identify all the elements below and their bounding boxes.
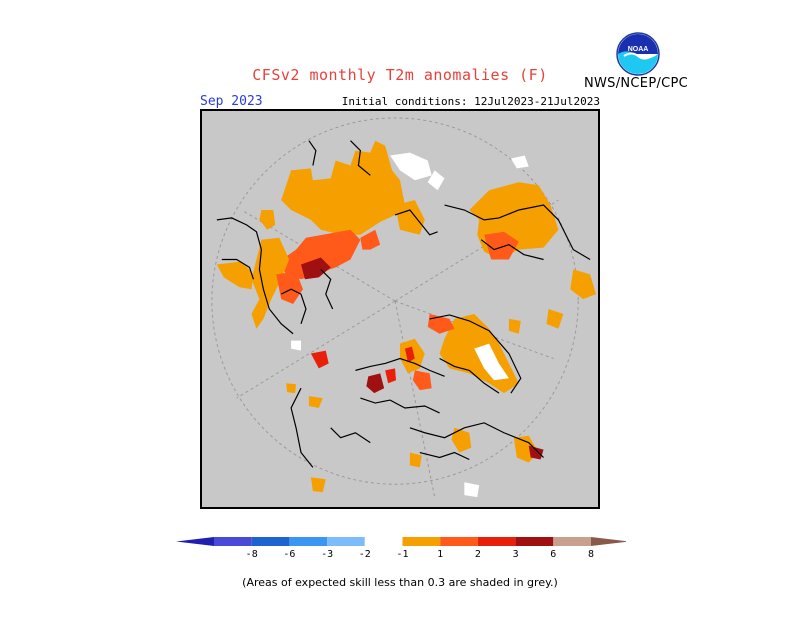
legend-swatch xyxy=(515,537,554,546)
legend-tick-label: 1 xyxy=(437,549,443,560)
skill-footnote: (Areas of expected skill less than 0.3 a… xyxy=(242,576,558,589)
legend-swatch xyxy=(553,537,591,546)
legend-colorbar: -8 -6 -3 -2 -1 1 2 3 6 8 xyxy=(176,537,626,560)
legend-tick-label: 2 xyxy=(475,549,481,560)
legend-swatch xyxy=(327,537,365,546)
agency-label: NWS/NCEP/CPC xyxy=(584,76,689,91)
initial-conditions-label: Initial conditions: 12Jul2023-21Jul2023 xyxy=(341,95,600,108)
legend-tick-label: -6 xyxy=(283,549,295,560)
anomaly-eurasia xyxy=(216,140,445,329)
legend-arrow-high xyxy=(591,537,626,546)
legend-tick-label: -3 xyxy=(321,549,333,560)
anomaly-canada xyxy=(427,313,544,463)
legend-tick-label: 6 xyxy=(550,549,556,560)
legend-swatch xyxy=(364,537,403,546)
legend-swatch xyxy=(402,537,441,546)
legend-swatch xyxy=(440,537,478,546)
legend-swatch xyxy=(214,537,252,546)
legend-arrow-low xyxy=(176,537,214,546)
legend-tick-label: 3 xyxy=(513,549,519,560)
noaa-logo-text: NOAA xyxy=(628,46,649,53)
anomaly-north-america xyxy=(469,155,597,329)
legend-swatch xyxy=(251,537,290,546)
legend-tick-label: -8 xyxy=(246,549,258,560)
anomaly-south xyxy=(310,452,480,498)
legend-tick-label: -2 xyxy=(359,549,371,560)
legend-tick-label: -1 xyxy=(396,549,408,560)
legend-tick-label: 8 xyxy=(588,549,594,560)
legend-swatch xyxy=(477,537,516,546)
coastlines xyxy=(216,140,591,468)
map-title: CFSv2 monthly T2m anomalies (F) xyxy=(252,66,548,84)
polar-map-svg xyxy=(211,117,597,498)
noaa-logo: NOAA xyxy=(616,32,660,76)
legend-swatch xyxy=(289,537,328,546)
valid-month-label: Sep 2023 xyxy=(200,94,263,109)
anomaly-map xyxy=(200,109,600,509)
